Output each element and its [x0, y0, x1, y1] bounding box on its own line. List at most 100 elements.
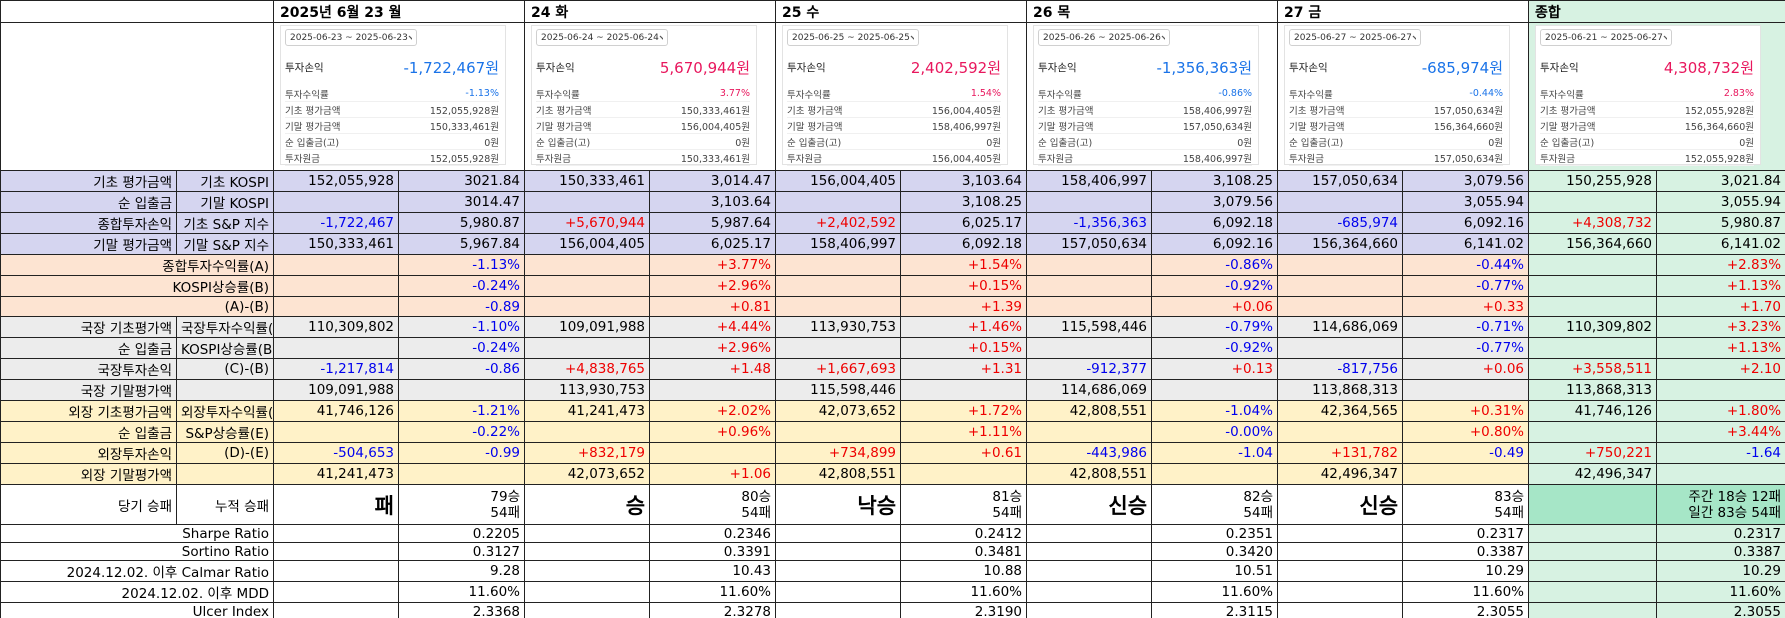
row-label: Ulcer Index [0, 602, 274, 618]
value-cell: 0.2351 [1151, 524, 1279, 543]
value-cell: 3,108.25 [1151, 170, 1279, 192]
empty-cell [775, 581, 902, 603]
empty-cell [1528, 337, 1658, 359]
row-label: 외장투자손익 [0, 442, 177, 464]
value-cell: +1.11% [900, 421, 1028, 443]
card-value: 156,004,405원 [931, 105, 1002, 117]
profit-row: 투자손익 4,308,732원 [1540, 52, 1754, 82]
value-cell: -1.21% [397, 400, 526, 422]
row-label: 2024.12.02. 이후 MDD [0, 581, 274, 603]
data-row: 기초 평가금액 기초 KOSPI 152,055,928 3021.84 150,333… [0, 170, 1785, 192]
card-field: 투자원금 152,055,928원 [1540, 150, 1755, 166]
value-cell: 11.60% [1402, 581, 1530, 603]
value-cell: 11.60% [900, 581, 1028, 603]
stat-row: Sortino Ratio 0.3127 0.3391 0.3481 0.3420 0.3… [0, 542, 1785, 561]
row-label: 순 입출금 [0, 191, 177, 213]
stat-row: Sharpe Ratio 0.2205 0.2346 0.2412 0.2351 0.23… [0, 524, 1785, 543]
card-value: 152,055,928원 [1684, 153, 1755, 165]
value-cell: -0.49 [1402, 442, 1530, 464]
card-cell: 2025-06-23 ~ 2025-06-23 투자손익 -1,722,467원 투자… [272, 22, 526, 171]
profit-value: -685,974원 [1421, 58, 1504, 77]
empty-cell [1528, 484, 1658, 525]
empty-cell [524, 542, 651, 561]
value-cell: 0.2317 [1656, 524, 1785, 543]
value-cell: 42,073,652 [524, 463, 651, 485]
value-cell: +2.96% [649, 275, 777, 297]
row-sublabel: 누적 승패 [176, 484, 274, 525]
card-label: 투자수익률 [1289, 89, 1333, 101]
empty-cell [775, 602, 902, 618]
card-value: 156,364,660원 [1433, 121, 1504, 133]
value-cell: 156,004,405 [775, 170, 902, 192]
value-cell: 150,333,461 [273, 233, 399, 255]
value-cell: +1.80% [1656, 400, 1785, 422]
summary-card: 2025-06-23 ~ 2025-06-23 투자손익 -1,722,467원 투자… [280, 25, 506, 166]
card-label: 기초 평가금액 [285, 105, 341, 117]
row-sublabel: 기말 KOSPI [176, 191, 274, 213]
value-cell: 42,808,551 [1026, 400, 1153, 422]
data-row: 종합투자수익률(A) -1.13% +3.77% +1.54% -0.86% -0.44%… [0, 254, 1785, 276]
value-cell: 6,092.16 [1151, 233, 1279, 255]
row-label: 당기 승패 [0, 484, 177, 525]
row-sublabel: (C)-(B) [176, 358, 274, 380]
empty-cell [775, 421, 902, 443]
card-value: 3.77% [719, 88, 751, 99]
card-field: 투자수익률 -1.13% [285, 86, 499, 102]
value-cell: +4,838,765 [524, 358, 651, 380]
date-range-select[interactable]: 2025-06-26 ~ 2025-06-26 [1038, 29, 1171, 46]
empty-cell [273, 560, 399, 582]
data-row: (A)-(B) -0.89 +0.81 +1.39 +0.06 +0.33 +1.70 [0, 296, 1785, 317]
empty-cell [1528, 560, 1658, 582]
empty-cell [524, 337, 651, 359]
empty-cell [1026, 254, 1153, 276]
value-cell: 110,309,802 [1528, 316, 1658, 338]
date-range-select[interactable]: 2025-06-25 ~ 2025-06-25 [787, 29, 920, 46]
value-cell: +0.80% [1402, 421, 1530, 443]
value-cell: 0.3481 [900, 542, 1028, 561]
empty-cell [524, 581, 651, 603]
date-range-select[interactable]: 2025-06-21 ~ 2025-06-27 [1540, 29, 1673, 46]
card-field: 기말 평가금액 150,333,461원 [285, 118, 499, 134]
empty-cell [1026, 191, 1153, 213]
value-cell: +1.54% [900, 254, 1028, 276]
card-label: 기말 평가금액 [787, 121, 843, 133]
card-label: 기초 평가금액 [1038, 105, 1094, 117]
empty-cell [524, 275, 651, 297]
value-cell: 6,092.16 [1402, 212, 1530, 234]
value-cell: +2.02% [649, 400, 777, 422]
card-field: 기말 평가금액 157,050,634원 [1038, 118, 1253, 134]
data-row: 외장투자손익 (D)-(E) -504,653 -0.99 +832,179 +734,8… [0, 442, 1785, 464]
value-cell: -0.24% [397, 275, 526, 297]
value-cell: 0.2317 [1402, 524, 1530, 543]
empty-cell [775, 275, 902, 297]
value-cell: -504,653 [273, 442, 399, 464]
value-cell: 5,987.64 [649, 212, 777, 234]
empty-cell [1528, 581, 1658, 603]
card-value: 156,004,405원 [680, 121, 751, 133]
value-cell: +1.13% [1656, 337, 1785, 359]
empty-cell [1277, 602, 1404, 618]
value-cell: 150,333,461 [524, 170, 651, 192]
date-range-select[interactable]: 2025-06-24 ~ 2025-06-24 [536, 29, 669, 46]
stat-row: Ulcer Index 2.3368 2.3278 2.3190 2.3115 2.305… [0, 602, 1785, 618]
value-cell: +2.10 [1656, 358, 1785, 380]
empty-cell [524, 421, 651, 443]
empty-cell [1151, 379, 1279, 401]
value-cell: -1.04% [1151, 400, 1279, 422]
date-range-select[interactable]: 2025-06-23 ~ 2025-06-23 [285, 29, 417, 46]
card-row: 2025-06-23 ~ 2025-06-23 투자손익 -1,722,467원 투자… [0, 22, 1785, 171]
card-field: 순 입출금(고) 0원 [1540, 134, 1755, 150]
card-value: 157,050,634원 [1182, 121, 1253, 133]
summary-card: 2025-06-21 ~ 2025-06-27 투자손익 4,308,732원 투자수… [1535, 25, 1762, 166]
value-cell: +750,221 [1528, 442, 1658, 464]
empty-cell [1026, 524, 1153, 543]
date-range: 2025-06-23 ~ 2025-06-23 [290, 32, 408, 43]
date-range-select[interactable]: 2025-06-27 ~ 2025-06-27 [1289, 29, 1422, 46]
empty-cell [900, 379, 1028, 401]
value-cell: 157,050,634 [1277, 170, 1404, 192]
value-cell: +0.06 [1151, 296, 1279, 317]
value-cell: 2.3115 [1151, 602, 1279, 618]
chevron-icon [408, 35, 412, 40]
empty-cell [524, 254, 651, 276]
empty-cell [273, 602, 399, 618]
